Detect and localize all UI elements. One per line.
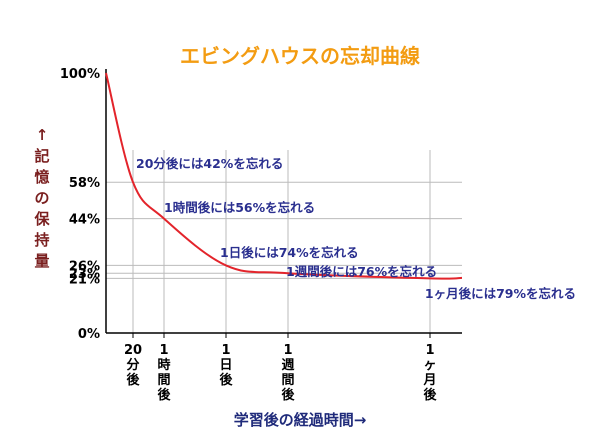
annotation-label: 1週間後には76%を忘れる	[286, 264, 437, 279]
y-tick-label: 26%	[69, 259, 100, 274]
x-tick-label: 20 分後	[124, 343, 142, 388]
y-tick-labels: 100% 58% 44% 26%23%21% 0%	[60, 67, 100, 342]
y-tick-label: 44%	[69, 213, 100, 228]
x-tick-label: 1 日後	[219, 343, 233, 388]
y-tick-label: 58%	[69, 176, 100, 191]
annotation-label: 1日後には74%を忘れる	[220, 245, 359, 260]
forgetting-curve-line	[105, 72, 463, 280]
x-tick-label: 1 週間後	[281, 343, 295, 403]
x-tick-label: 1 ヶ月後	[422, 343, 437, 403]
annotation-label: 1時間後には56%を忘れる	[164, 200, 315, 215]
chart-title: エビングハウスの忘却曲線	[180, 44, 420, 68]
grid	[106, 150, 462, 333]
annotations: 20分後には42%を忘れる 1時間後には56%を忘れる 1日後には74%を忘れる 1週…	[136, 156, 576, 301]
y-tick-label: 100%	[60, 67, 100, 82]
x-axis-label: 学習後の経過時間→	[234, 411, 367, 429]
y-tick-label: 0%	[78, 327, 100, 342]
y-axis-label: ↑記憶の保持量	[33, 126, 50, 270]
axes	[105, 69, 462, 338]
y-tick-label: 23%	[69, 267, 100, 282]
x-tick-labels: 20 分後 1 時間後 1 日後 1 週間後 1 ヶ月後	[124, 343, 438, 403]
y-axis-label-text: ↑記憶の保持量	[33, 126, 50, 270]
y-tick-label: 21%	[69, 272, 100, 287]
x-tick-label: 1 時間後	[157, 343, 171, 403]
annotation-label: 1ヶ月後には79%を忘れる	[425, 286, 576, 301]
annotation-label: 20分後には42%を忘れる	[136, 156, 283, 171]
